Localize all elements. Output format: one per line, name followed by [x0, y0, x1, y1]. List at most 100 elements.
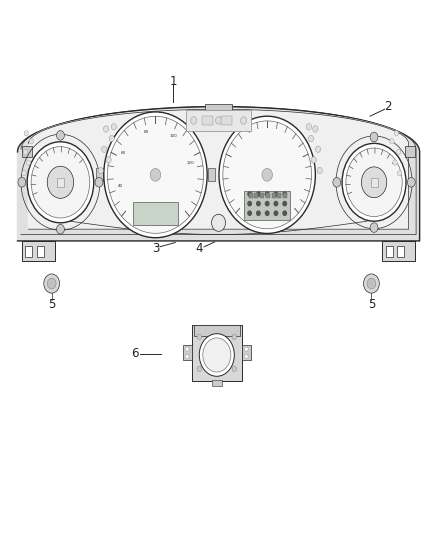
- Circle shape: [317, 167, 322, 174]
- Circle shape: [265, 192, 269, 196]
- Circle shape: [98, 167, 103, 174]
- Circle shape: [186, 354, 189, 359]
- Circle shape: [283, 192, 286, 196]
- Circle shape: [244, 347, 248, 351]
- Circle shape: [203, 338, 231, 372]
- Bar: [37, 246, 44, 257]
- Text: 60: 60: [121, 151, 127, 155]
- Circle shape: [244, 354, 248, 359]
- Circle shape: [390, 139, 394, 144]
- Circle shape: [393, 160, 397, 165]
- Circle shape: [23, 149, 28, 155]
- Circle shape: [27, 142, 94, 223]
- Circle shape: [57, 224, 64, 234]
- Polygon shape: [18, 107, 420, 241]
- Circle shape: [367, 278, 376, 289]
- Bar: [397, 246, 404, 257]
- Circle shape: [333, 177, 341, 187]
- Circle shape: [274, 192, 278, 196]
- Circle shape: [109, 135, 114, 142]
- Bar: [22, 146, 32, 157]
- Bar: [25, 246, 32, 257]
- Bar: [186, 110, 251, 131]
- Circle shape: [186, 347, 189, 351]
- Circle shape: [248, 211, 251, 215]
- Circle shape: [283, 211, 286, 215]
- Circle shape: [257, 201, 260, 206]
- Circle shape: [26, 160, 31, 165]
- Circle shape: [306, 124, 311, 130]
- Circle shape: [106, 157, 111, 163]
- Circle shape: [311, 157, 316, 163]
- Circle shape: [346, 148, 402, 216]
- Circle shape: [232, 334, 237, 340]
- Bar: [22, 241, 55, 261]
- Circle shape: [212, 214, 226, 231]
- Bar: [208, 168, 215, 181]
- Circle shape: [257, 192, 260, 196]
- Circle shape: [240, 117, 247, 124]
- Bar: [260, 193, 264, 198]
- Bar: [202, 116, 213, 125]
- Text: 5: 5: [368, 298, 375, 311]
- Circle shape: [397, 171, 402, 176]
- Bar: [205, 104, 232, 111]
- Circle shape: [274, 211, 278, 215]
- Text: 6: 6: [131, 348, 139, 360]
- Bar: [192, 325, 242, 381]
- Circle shape: [364, 274, 379, 293]
- Circle shape: [265, 211, 269, 215]
- Circle shape: [150, 168, 161, 181]
- Circle shape: [24, 131, 28, 136]
- Bar: [386, 246, 393, 257]
- Bar: [266, 193, 270, 198]
- Bar: [133, 202, 178, 225]
- Text: 2: 2: [384, 100, 392, 113]
- Circle shape: [103, 126, 109, 132]
- Bar: [242, 345, 251, 360]
- Circle shape: [111, 124, 117, 130]
- Bar: [254, 193, 258, 198]
- Bar: [221, 116, 232, 125]
- Bar: [382, 241, 415, 261]
- Circle shape: [370, 223, 378, 232]
- Circle shape: [407, 177, 415, 187]
- Circle shape: [315, 146, 321, 152]
- Text: 120: 120: [187, 161, 194, 165]
- Circle shape: [361, 167, 387, 198]
- Circle shape: [22, 171, 26, 176]
- Circle shape: [308, 135, 314, 142]
- Circle shape: [232, 366, 237, 372]
- Bar: [194, 325, 240, 336]
- Circle shape: [274, 201, 278, 206]
- Circle shape: [257, 211, 260, 215]
- Circle shape: [370, 132, 378, 142]
- Text: 4: 4: [195, 242, 203, 255]
- Circle shape: [396, 149, 401, 155]
- Circle shape: [265, 201, 269, 206]
- Bar: [57, 178, 64, 187]
- Circle shape: [57, 131, 64, 140]
- Circle shape: [223, 121, 311, 229]
- Circle shape: [47, 278, 56, 289]
- Circle shape: [394, 131, 399, 136]
- Circle shape: [191, 117, 197, 124]
- Bar: [96, 168, 103, 181]
- Polygon shape: [28, 109, 409, 229]
- Bar: [283, 193, 287, 198]
- Circle shape: [95, 177, 103, 187]
- Circle shape: [219, 116, 315, 233]
- Circle shape: [197, 366, 201, 372]
- Circle shape: [283, 201, 286, 206]
- Text: 5: 5: [48, 298, 55, 311]
- Bar: [249, 193, 253, 198]
- Circle shape: [102, 146, 107, 152]
- Circle shape: [342, 143, 406, 221]
- Bar: [183, 345, 192, 360]
- Bar: [244, 191, 290, 220]
- Text: 100: 100: [170, 134, 178, 139]
- Text: 3: 3: [152, 242, 159, 255]
- Circle shape: [107, 116, 204, 233]
- Bar: [371, 178, 378, 187]
- Circle shape: [313, 126, 318, 132]
